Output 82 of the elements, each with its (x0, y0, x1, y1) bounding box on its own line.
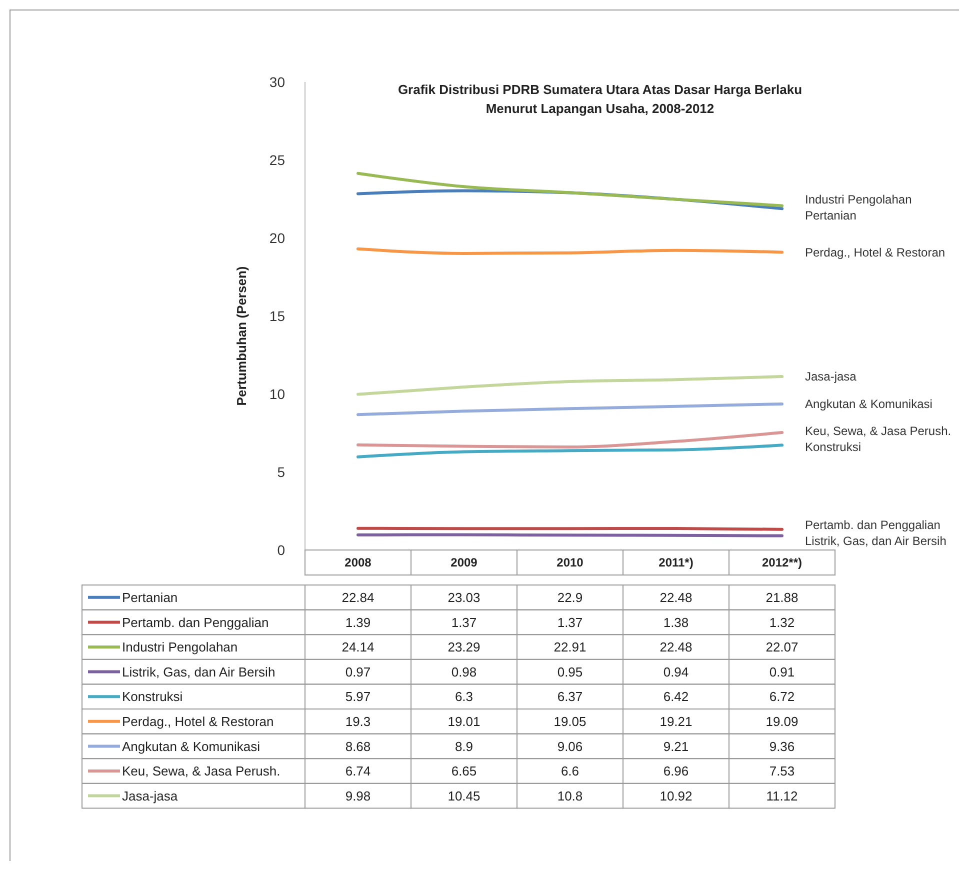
text: Pertamb. dan Penggalian (805, 518, 940, 532)
data-label: 1.38 (663, 614, 689, 630)
y-tick-label: 30 (269, 74, 286, 90)
data-label: 24.14 (342, 640, 374, 655)
data-label: 0.98 (451, 664, 477, 680)
data-label: 0.94 (663, 664, 689, 680)
x-tick-label: 2010 (556, 556, 584, 570)
text: Angkutan & Komunikasi (805, 397, 932, 412)
data-label: 10.92 (660, 788, 692, 804)
data-label: 9.06 (557, 738, 583, 754)
data-label: 6.42 (663, 689, 689, 704)
text: Keu, Sewa, & Jasa Perush. (805, 424, 952, 438)
line-series (356, 172, 784, 208)
data-label: 1.39 (345, 614, 371, 630)
data-label: 5.97 (345, 689, 371, 704)
line-series (356, 402, 784, 416)
legend-label: Pertanian (122, 590, 178, 605)
data-label: 23.03 (448, 590, 480, 605)
data-label: 9.21 (663, 738, 689, 754)
data-label: 6.65 (451, 764, 477, 779)
data-label: 6.6 (560, 764, 580, 779)
legend-label: Keu, Sewa, & Jasa Perush. (122, 764, 280, 779)
legend-label: Listrik, Gas, dan Air Bersih (122, 664, 276, 680)
y-tick-label: 0 (277, 542, 286, 558)
data-label: 22.91 (554, 640, 586, 655)
legend-label: Konstruksi (122, 689, 183, 704)
text: Listrik, Gas, dan Air Bersih (805, 534, 946, 548)
y-axis-title: Pertumbuhan (Persen) (234, 266, 249, 406)
y-tick-label: 25 (269, 152, 286, 168)
data-label: 0.95 (557, 664, 583, 680)
data-label: 6.72 (769, 689, 795, 704)
data-label: 0.91 (769, 664, 795, 680)
text: Konstruksi (805, 440, 862, 454)
data-label: 19.09 (766, 714, 798, 729)
data-label: 19.01 (448, 714, 480, 729)
legend-label: Pertamb. dan Penggalian (122, 614, 269, 630)
x-tick-label: 2011*) (658, 556, 694, 570)
line-series (356, 431, 784, 449)
text: Industri Pengolahan (805, 192, 912, 206)
data-label: 22.48 (660, 590, 692, 605)
data-label: 22.9 (557, 590, 583, 605)
y-tick-label: 20 (269, 230, 286, 246)
data-label: 8.68 (345, 738, 371, 754)
data-label: 21.88 (766, 590, 798, 605)
data-label: 19.3 (345, 714, 371, 729)
y-tick-label: 10 (269, 386, 286, 402)
y-tick-label: 5 (277, 464, 286, 480)
data-label: 6.96 (663, 764, 689, 779)
x-tick-label: 2008 (344, 556, 372, 570)
data-label: 11.12 (766, 788, 798, 804)
x-tick-label: 2009 (450, 556, 478, 570)
legend-label: Perdag., Hotel & Restoran (122, 714, 274, 729)
text: Perdag., Hotel & Restoran (805, 245, 946, 260)
x-tick-label: 2012**) (762, 556, 802, 570)
data-label: 22.84 (342, 590, 374, 605)
data-label: 9.36 (769, 738, 795, 754)
data-label: 22.48 (660, 640, 692, 655)
data-label: 10.8 (557, 788, 583, 804)
data-label: 22.07 (766, 640, 798, 655)
line-series (356, 375, 784, 396)
legend-label: Angkutan & Komunikasi (122, 738, 260, 754)
line-series (356, 444, 784, 458)
data-label: 8.9 (454, 738, 474, 754)
data-label: 1.37 (451, 614, 477, 630)
data-label: 6.3 (454, 689, 474, 704)
data-label: 6.37 (557, 689, 583, 704)
data-label: 19.05 (554, 714, 586, 729)
text: Jasa-jasa (805, 370, 856, 384)
data-label: 1.37 (557, 614, 583, 630)
y-tick-label: 15 (269, 308, 286, 324)
data-label: 7.53 (769, 764, 795, 779)
legend-label: Industri Pengolahan (122, 640, 238, 655)
data-label: 23.29 (448, 640, 480, 655)
data-label: 0.97 (345, 664, 371, 680)
data-label: 10.45 (448, 788, 480, 804)
data-label: 9.98 (345, 788, 371, 804)
text: Pertanian (805, 208, 856, 222)
data-label: 6.74 (345, 764, 371, 779)
data-label: 19.21 (660, 714, 692, 729)
data-label: 1.32 (769, 614, 795, 630)
legend-label: Jasa-jasa (122, 788, 178, 804)
text: Grafik Distribusi PDRB Sumatera Utara Atas Dasar Harga Berlaku Menurut Lapangan Usaha, 2008-2012 (398, 82, 802, 116)
